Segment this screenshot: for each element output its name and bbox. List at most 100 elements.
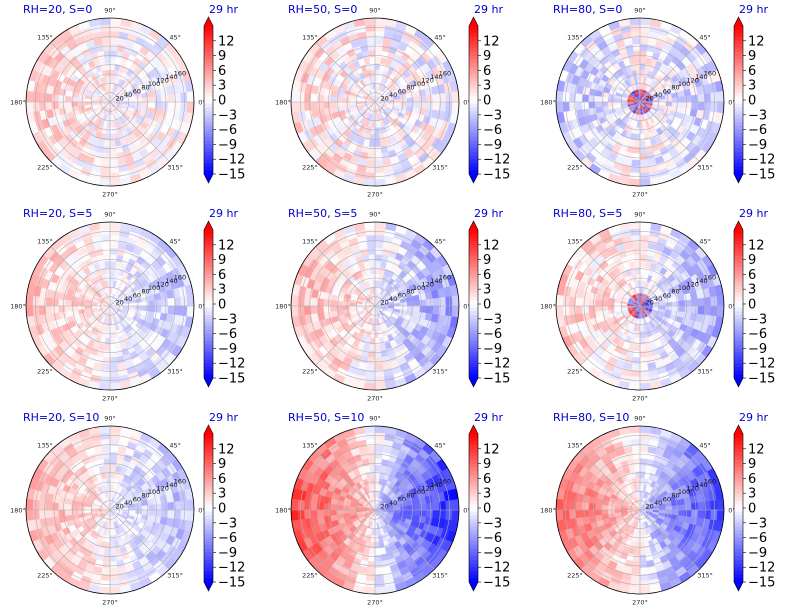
angle-tick-label: 0° (728, 303, 735, 311)
field-cell (374, 159, 384, 167)
field-cell (374, 247, 383, 255)
field-cell (639, 247, 648, 255)
field-cell (186, 294, 194, 307)
radial-tick-label: 140 (165, 277, 177, 285)
colorbar-segment (734, 148, 743, 153)
colorbar-segment (734, 159, 743, 164)
colorbar-segment (204, 103, 213, 108)
colorbar-segment (734, 274, 743, 279)
field-cell (109, 451, 118, 459)
colorbar-segment (734, 289, 743, 294)
colorbar-segment (734, 341, 743, 346)
colorbar-segment (734, 252, 743, 257)
field-cell (70, 96, 79, 103)
field-cell (335, 300, 344, 307)
field-cell (167, 509, 175, 519)
polar-panel: RH=50, S=5 29 hr 0° 45° 90° 135° 180° 225° 270° 3… (265, 204, 530, 408)
angle-tick-label: 180° (275, 303, 291, 311)
colorbar-segment (204, 85, 213, 90)
colorbar-extend-min (204, 174, 213, 183)
colorbar-segment (734, 44, 743, 49)
field-cell (634, 337, 641, 346)
colorbar-segment (469, 318, 478, 323)
field-cell (374, 350, 382, 358)
colorbar-tick-label: −9 (218, 342, 237, 357)
colorbar-segment (204, 111, 213, 116)
field-cell (291, 90, 299, 103)
field-cell (154, 101, 162, 109)
colorbar-segment (204, 155, 213, 160)
field-cell (109, 222, 122, 230)
field-cell (109, 50, 117, 58)
colorbar-segment (734, 48, 743, 53)
colorbar-segment (469, 85, 478, 90)
field-cell (400, 305, 408, 311)
field-cell (102, 561, 111, 569)
field-cell (581, 101, 589, 110)
colorbar-segment (469, 151, 478, 156)
field-cell (406, 305, 415, 312)
colorbar-segment (734, 285, 743, 290)
colorbar-tick-label: −9 (748, 342, 767, 357)
colorbar-segment (469, 252, 478, 257)
radial-tick-label: 60 (398, 87, 406, 95)
field-cell (135, 509, 143, 515)
field-cell (374, 62, 381, 71)
field-cell (426, 305, 434, 314)
field-cell (374, 357, 383, 365)
field-cell (104, 541, 111, 550)
field-cell (639, 273, 645, 281)
colorbar-segment (734, 370, 743, 375)
colorbar-segment (204, 370, 213, 375)
colorbar-segment (469, 88, 478, 93)
angle-tick-label: 225° (302, 164, 318, 172)
field-cell (600, 96, 609, 103)
colorbar-segment (734, 363, 743, 368)
colorbar-tick-label: −12 (483, 153, 510, 168)
colorbar-segment (469, 159, 478, 164)
colorbar-segment (734, 151, 743, 156)
field-cell (58, 305, 66, 313)
field-cell (51, 305, 59, 314)
colorbar-segment (204, 326, 213, 331)
field-cell (607, 301, 615, 307)
angle-tick-label: 90° (369, 211, 381, 219)
colorbar-segment (734, 96, 743, 101)
colorbar-segment (734, 92, 743, 97)
colorbar-tick-label: 6 (748, 64, 756, 79)
angle-tick-label: 225° (37, 368, 53, 376)
field-cell (103, 260, 111, 268)
field-cell (581, 94, 589, 103)
colorbar-segment (734, 140, 743, 145)
angle-tick-label: 180° (10, 99, 26, 107)
colorbar-segment (204, 267, 213, 272)
colorbar-segment (734, 241, 743, 246)
colorbar-segment (204, 322, 213, 327)
colorbar-segment (734, 230, 743, 235)
colorbar-extend-min (204, 378, 213, 387)
colorbar-segment (204, 248, 213, 253)
field-cell (103, 464, 111, 472)
field-cell (103, 56, 111, 64)
angular-gridline (50, 42, 111, 103)
colorbar-extend-min (469, 378, 478, 387)
panel-time-label: 29 hr (209, 207, 238, 220)
field-cell (368, 50, 376, 58)
field-cell (26, 305, 34, 318)
field-cell (374, 266, 381, 275)
polar-plot: 0°45°90°135°180°225°270°315°20 40 60 801001… (540, 7, 775, 199)
field-cell (98, 426, 111, 434)
colorbar-tick-label: 3 (748, 79, 756, 94)
colorbar-segment (734, 107, 743, 112)
colorbar-segment (469, 162, 478, 167)
field-cell (154, 503, 162, 511)
colorbar-segment (204, 359, 213, 364)
angle-tick-label: 135° (37, 33, 53, 41)
colorbar-segment (469, 44, 478, 49)
field-cell (103, 140, 111, 148)
colorbar-tick-label: 3 (483, 283, 491, 298)
colorbar-segment (734, 304, 743, 309)
colorbar-segment (469, 241, 478, 246)
field-cell (77, 97, 85, 103)
